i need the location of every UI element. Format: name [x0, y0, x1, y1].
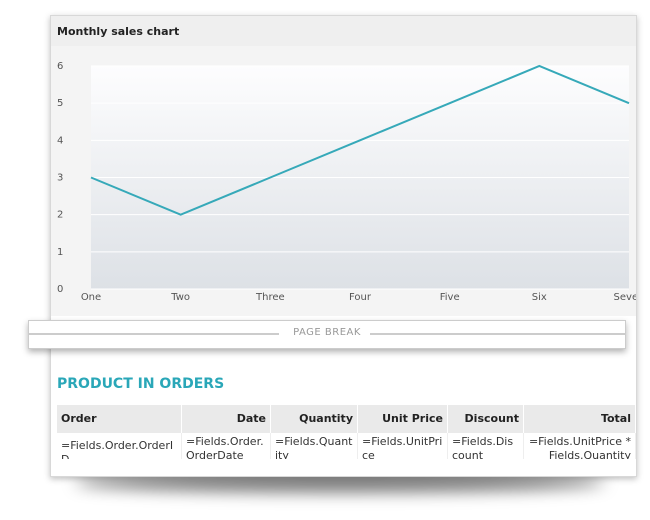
cell: =Fields.UnitPrice: [358, 433, 448, 459]
header-cell: Total: [524, 405, 636, 433]
y-tick-label: 5: [57, 98, 63, 109]
x-tick-label: Six: [532, 292, 547, 303]
rule: [29, 333, 279, 335]
cell: =Fields.Order.OrderDate: [182, 433, 271, 459]
chart: Monthly sales chart 0 1 2 3 4 5 6 One Two Three Fo…: [51, 16, 636, 316]
x-tick-label: Four: [349, 292, 372, 303]
section-title: PRODUCT IN ORDERS: [57, 376, 225, 392]
page-break: PAGE BREAK: [28, 320, 626, 349]
report-panel: Monthly sales chart 0 1 2 3 4 5 6 One Two Three Fo…: [50, 15, 637, 477]
y-tick-label: 2: [57, 210, 63, 221]
y-tick-label: 1: [57, 247, 63, 258]
y-tick-label: 0: [57, 284, 63, 295]
cell: =Fields.Discount: [448, 433, 524, 459]
x-tick-label: Seven: [614, 292, 636, 303]
x-tick-label: Five: [440, 292, 460, 303]
header-cell: Date: [182, 405, 271, 433]
header-cell: Order: [57, 405, 182, 433]
shadow: [75, 472, 605, 492]
x-tick-label: Two: [170, 292, 190, 303]
x-tick-label: One: [81, 292, 101, 303]
chart-title: Monthly sales chart: [57, 25, 179, 38]
cell: =Fields.UnitPrice * Fields.Quantity: [524, 433, 636, 459]
header-cell: Unit Price: [358, 405, 448, 433]
y-tick-label: 3: [57, 173, 63, 184]
y-tick-label: 6: [57, 61, 63, 72]
cell: =Fields.Quantity: [271, 433, 358, 459]
x-tick-label: Three: [255, 292, 285, 303]
table: Order Date Quantity Unit Price Discount Total…: [57, 405, 636, 459]
y-tick-label: 4: [57, 135, 63, 146]
page-break-label: PAGE BREAK: [293, 327, 361, 338]
cell: =Fields.Order.OrderID: [57, 433, 182, 459]
header-cell: Quantity: [271, 405, 358, 433]
header-cell: Discount: [448, 405, 524, 433]
chart-header: [51, 16, 636, 46]
rule: [370, 333, 625, 335]
line: [90, 64, 630, 216]
